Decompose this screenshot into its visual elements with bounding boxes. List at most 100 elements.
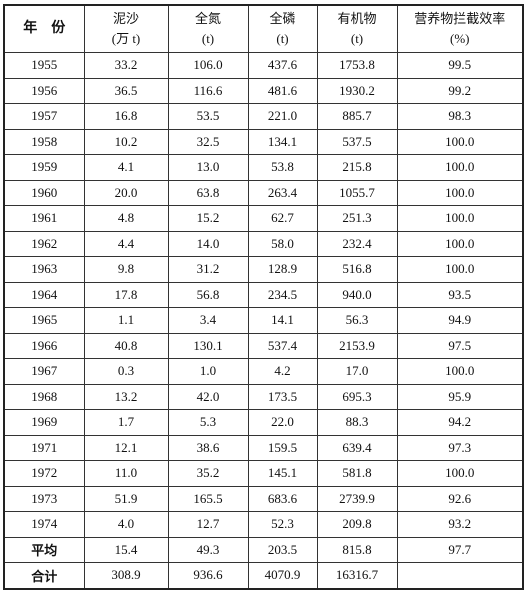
header-cell: 全磷 (t) (247, 4, 318, 53)
cell: 52.3 (247, 511, 318, 538)
cell: 100.0 (396, 154, 524, 181)
header-row: 年 份 泥沙 (万 t) 全氮 (t) 全磷 (t) 有机物 (t) 营养物拦截效率 (%) (3, 4, 524, 53)
header-name: 年 份 (23, 21, 66, 36)
table-row: 1966 40.8 130.1 537.4 2153.9 97.5 (3, 332, 524, 359)
cell: 4.8 (83, 205, 169, 232)
header-cell: 营养物拦截效率 (%) (396, 4, 524, 53)
row-label: 1963 (3, 256, 85, 283)
cell: 1.7 (83, 409, 169, 436)
cell: 516.8 (316, 256, 398, 283)
cell: 165.5 (167, 485, 249, 512)
cell: 130.1 (167, 332, 249, 359)
cell: 215.8 (316, 154, 398, 181)
cell: 128.9 (247, 256, 318, 283)
row-label: 1964 (3, 281, 85, 308)
row-label: 1973 (3, 485, 85, 512)
table-row: 1965 1.1 3.4 14.1 56.3 94.9 (3, 307, 524, 334)
row-label: 1972 (3, 460, 85, 487)
table-row: 1958 10.2 32.5 134.1 537.5 100.0 (3, 128, 524, 155)
header-cell: 年 份 (3, 4, 85, 53)
table-row: 1957 16.8 53.5 221.0 885.7 98.3 (3, 103, 524, 130)
header-unit: (t) (276, 31, 289, 46)
row-label: 1968 (3, 383, 85, 410)
cell: 12.7 (167, 511, 249, 538)
cell: 4.0 (83, 511, 169, 538)
empty-cell (396, 562, 524, 589)
row-label: 1961 (3, 205, 85, 232)
cell: 17.0 (316, 358, 398, 385)
cell: 11.0 (83, 460, 169, 487)
cell: 99.5 (396, 52, 524, 79)
cell: 99.2 (396, 77, 524, 104)
row-label: 1959 (3, 154, 85, 181)
row-label: 1958 (3, 128, 85, 155)
row-label: 合计 (3, 562, 85, 589)
header-cell: 泥沙 (万 t) (83, 4, 169, 53)
cell: 1930.2 (316, 77, 398, 104)
header-name: 全磷 (269, 11, 296, 26)
data-table: 年 份 泥沙 (万 t) 全氮 (t) 全磷 (t) 有机物 (t) 营养物拦截效率 (%) 195… (3, 4, 524, 590)
cell: 38.6 (167, 434, 249, 461)
cell: 100.0 (396, 230, 524, 257)
table-row: 合计 308.9 936.6 4070.9 16316.7 (3, 562, 524, 589)
header-name: 全氮 (194, 11, 221, 26)
cell: 56.3 (316, 307, 398, 334)
row-label: 1971 (3, 434, 85, 461)
cell: 32.5 (167, 128, 249, 155)
cell: 9.8 (83, 256, 169, 283)
cell: 1753.8 (316, 52, 398, 79)
table-row: 1963 9.8 31.2 128.9 516.8 100.0 (3, 256, 524, 283)
header-name: 泥沙 (112, 11, 139, 26)
cell: 209.8 (316, 511, 398, 538)
cell: 10.2 (83, 128, 169, 155)
cell: 481.6 (247, 77, 318, 104)
cell: 0.3 (83, 358, 169, 385)
row-label: 1956 (3, 77, 85, 104)
cell: 36.5 (83, 77, 169, 104)
cell: 93.2 (396, 511, 524, 538)
cell: 20.0 (83, 179, 169, 206)
cell: 4.4 (83, 230, 169, 257)
cell: 97.5 (396, 332, 524, 359)
cell: 16316.7 (316, 562, 398, 589)
cell: 14.0 (167, 230, 249, 257)
cell: 53.5 (167, 103, 249, 130)
cell: 16.8 (83, 103, 169, 130)
cell: 1.1 (83, 307, 169, 334)
cell: 14.1 (247, 307, 318, 334)
header-name: 有机物 (337, 11, 377, 26)
cell: 203.5 (247, 536, 318, 563)
table-row: 1956 36.5 116.6 481.6 1930.2 99.2 (3, 77, 524, 104)
cell: 58.0 (247, 230, 318, 257)
row-label: 1974 (3, 511, 85, 538)
cell: 581.8 (316, 460, 398, 487)
cell: 15.2 (167, 205, 249, 232)
table-row: 1964 17.8 56.8 234.5 940.0 93.5 (3, 281, 524, 308)
cell: 40.8 (83, 332, 169, 359)
cell: 22.0 (247, 409, 318, 436)
table-row: 1972 11.0 35.2 145.1 581.8 100.0 (3, 460, 524, 487)
cell: 13.2 (83, 383, 169, 410)
table-row: 1967 0.3 1.0 4.2 17.0 100.0 (3, 358, 524, 385)
cell: 263.4 (247, 179, 318, 206)
cell: 100.0 (396, 358, 524, 385)
cell: 251.3 (316, 205, 398, 232)
cell: 95.9 (396, 383, 524, 410)
row-label: 1960 (3, 179, 85, 206)
cell: 936.6 (167, 562, 249, 589)
cell: 815.8 (316, 536, 398, 563)
cell: 17.8 (83, 281, 169, 308)
cell: 100.0 (396, 205, 524, 232)
cell: 13.0 (167, 154, 249, 181)
row-label: 1966 (3, 332, 85, 359)
cell: 5.3 (167, 409, 249, 436)
row-label: 1969 (3, 409, 85, 436)
cell: 62.7 (247, 205, 318, 232)
table-row: 1974 4.0 12.7 52.3 209.8 93.2 (3, 511, 524, 538)
cell: 4.1 (83, 154, 169, 181)
cell: 234.5 (247, 281, 318, 308)
cell: 33.2 (83, 52, 169, 79)
cell: 695.3 (316, 383, 398, 410)
header-unit: (万 t) (111, 31, 141, 46)
